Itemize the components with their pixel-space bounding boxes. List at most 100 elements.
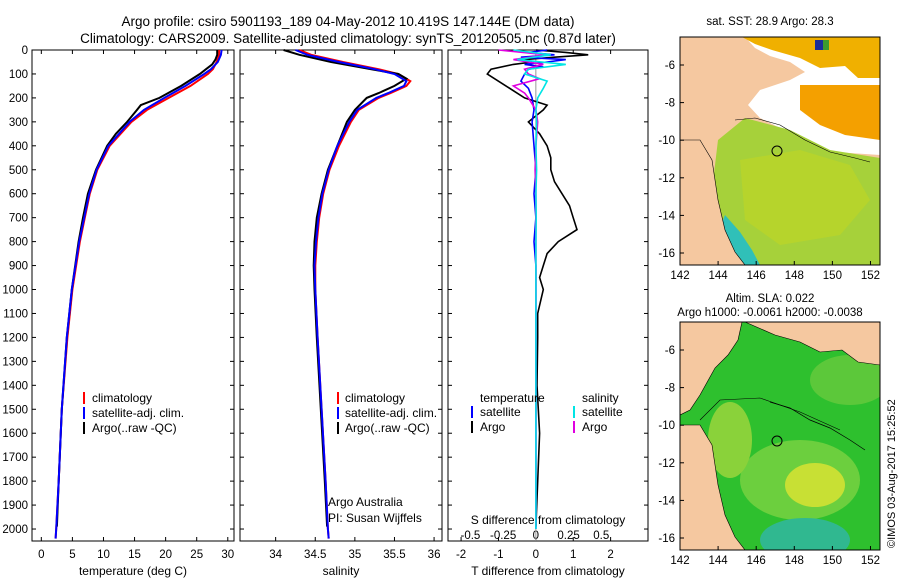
x-tick-label: 5 — [69, 549, 75, 561]
legend-label: satellite-adj. clim. — [345, 406, 437, 420]
legend-label: Argo — [582, 420, 608, 434]
map-y-tick-label: -8 — [665, 98, 675, 110]
land — [680, 139, 746, 265]
series-line-s-argo — [498, 49, 548, 527]
difference-legend: temperature satellite Argo salinity sate… — [471, 391, 623, 434]
series-line-s-satellite — [513, 49, 566, 529]
x-tick-label: -2 — [456, 549, 466, 561]
depth-tick-label: 200 — [9, 93, 28, 105]
x-tick-label: 0 — [38, 549, 44, 561]
depth-tick-label: 100 — [9, 69, 28, 81]
map-x-tick-label: 148 — [785, 270, 804, 282]
depth-tick-label: 1700 — [2, 452, 28, 464]
depth-tick-label: 1100 — [3, 308, 28, 320]
depth-tick-label: 1000 — [2, 285, 28, 297]
map-x-tick-label: 146 — [747, 270, 766, 282]
sla-low — [760, 518, 850, 550]
sst-ocean — [740, 150, 870, 245]
credit: ©IMOS 03-Aug-2017 15:25:52 — [886, 399, 898, 548]
depth-tick-label: 800 — [9, 237, 28, 249]
map-x-tick-label: 142 — [670, 270, 689, 282]
sst-cell — [823, 40, 829, 50]
depth-tick-label: 0 — [22, 45, 28, 57]
depth-tick-label: 1400 — [2, 380, 28, 392]
map-x-tick-label: 144 — [709, 555, 729, 567]
legend-title-salinity: salinity — [582, 391, 619, 405]
argo-position-marker — [771, 145, 783, 157]
series-line-argo-raw-qc- — [283, 49, 409, 527]
x-tick-label-top: -0.25 — [490, 530, 516, 542]
map-y-tick-label: -8 — [665, 383, 675, 395]
sst-map-title: sat. SST: 28.9 Argo: 28.3 — [706, 16, 833, 28]
x-tick-label: 35 — [348, 549, 361, 561]
sla-map — [680, 322, 880, 550]
depth-tick-label: 1200 — [2, 332, 28, 344]
argo-position-marker — [771, 435, 783, 447]
x-tick-label: 30 — [221, 549, 234, 561]
depth-tick-label: 700 — [9, 213, 28, 225]
legend-label: Argo — [480, 420, 506, 434]
series-line-satellite-adj-clim- — [54, 49, 223, 539]
sla-map-title: Altim. SLA: 0.022 — [726, 293, 815, 305]
coastline — [769, 401, 866, 451]
depth-tick-label: 1900 — [2, 500, 28, 512]
map-y-tick-label: -12 — [658, 173, 675, 185]
temperature-x-axis: 0 5 10 15 20 25 30 — [38, 50, 234, 561]
depth-tick-label: 900 — [9, 261, 28, 273]
x-tick-label: 25 — [190, 549, 203, 561]
x-tick-label: 36 — [428, 549, 441, 561]
map-y-tick-label: -14 — [658, 495, 675, 507]
depth-tick-label: 1500 — [2, 404, 28, 416]
depth-tick-label: 1300 — [2, 356, 28, 368]
map-y-tick-label: -10 — [658, 135, 675, 147]
difference-panel — [447, 49, 649, 542]
land — [680, 424, 746, 550]
salinity-legend: climatology satellite-adj. clim. Argo(..… — [337, 391, 437, 435]
series-line-argo-raw-qc- — [55, 50, 219, 527]
depth-tick-label: 1800 — [2, 476, 28, 488]
map-x-tick-label: 152 — [861, 270, 880, 282]
x-tick-label: 20 — [159, 549, 172, 561]
depth-tick-label: 600 — [9, 189, 28, 201]
x-tick-label: 10 — [97, 549, 110, 561]
title-line2: Climatology: CARS2009. Satellite-adjuste… — [80, 31, 616, 46]
series-line-t-argo — [486, 49, 589, 527]
map-y-tick-label: -16 — [658, 248, 675, 260]
map-x-tick-label: 144 — [709, 270, 729, 282]
depth-tick-label: 2000 — [2, 524, 28, 536]
difference-xlabel-bottom: T difference from climatology — [471, 564, 625, 578]
legend-label: Argo(..raw -QC) — [92, 421, 177, 435]
sla-field — [810, 355, 880, 405]
depth-tick-label: 1600 — [2, 428, 28, 440]
sst-warm-patch — [800, 85, 880, 140]
temperature-lines — [54, 49, 223, 539]
map-x-tick-label: 150 — [823, 270, 842, 282]
sla-map-frame — [679, 321, 881, 551]
coastline — [734, 117, 871, 163]
series-line-climatology — [54, 50, 221, 539]
sla-field — [708, 402, 752, 478]
x-tick-label: 0 — [533, 549, 539, 561]
map-y-tick-label: -14 — [658, 210, 675, 222]
x-tick-label-top: -0.5 — [461, 530, 481, 542]
sst-cell — [815, 40, 823, 50]
map-x-tick-label: 152 — [861, 555, 880, 567]
map-y-tick-label: -6 — [665, 60, 675, 72]
map-x-tick-label: 148 — [785, 555, 804, 567]
x-tick-label-top: 0.5 — [593, 530, 609, 542]
sst-cool-coast — [720, 215, 760, 265]
contour — [699, 397, 841, 431]
land — [680, 37, 742, 135]
x-tick-label-top: 0.25 — [557, 530, 579, 542]
temperature-panel — [31, 49, 235, 542]
annotation-pi: PI: Susan Wijffels — [328, 511, 422, 525]
land — [744, 322, 880, 366]
x-tick-label: -1 — [493, 549, 503, 561]
annotation-argo-australia: Argo Australia — [328, 495, 403, 509]
sst-map — [680, 37, 880, 265]
x-tick-label: 15 — [128, 549, 141, 561]
difference-xlabel-top: S difference from climatology — [471, 513, 626, 527]
salinity-xlabel: salinity — [323, 564, 360, 578]
